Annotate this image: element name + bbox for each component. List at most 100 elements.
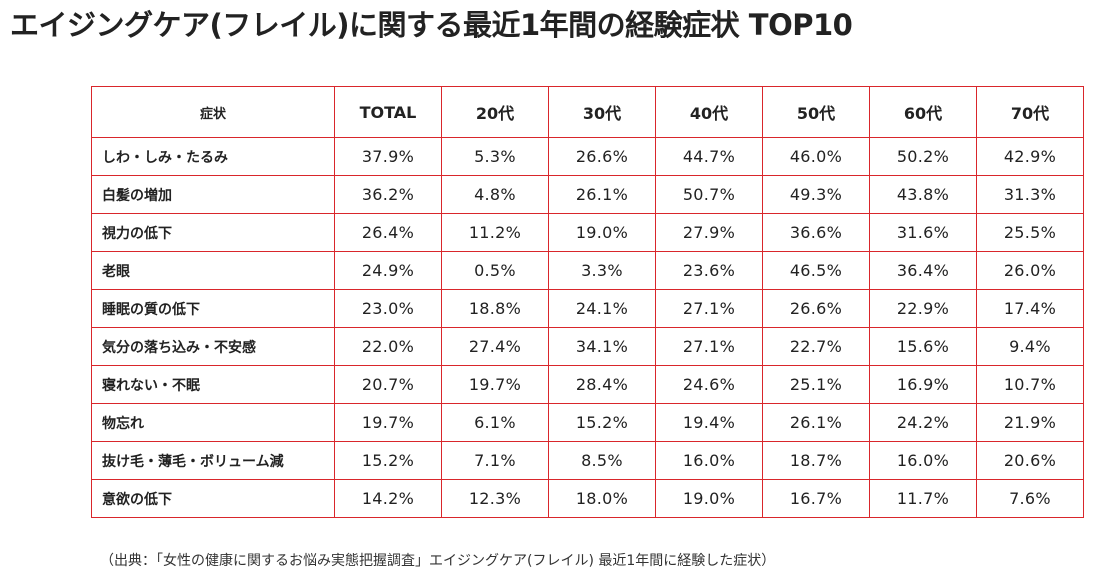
table-cell: 43.8% xyxy=(869,175,977,214)
table-cell: 25.5% xyxy=(976,213,1084,252)
table-body: しわ・しみ・たるみ 37.9% 5.3% 26.6% 44.7% 46.0% 50.2% 42… xyxy=(91,137,1084,518)
table-row: 睡眠の質の低下 23.0% 18.8% 24.1% 27.1% 26.6% 22.9% 17.… xyxy=(91,289,1084,328)
table-cell: 23.0% xyxy=(334,289,442,328)
row-label: 気分の落ち込み・不安感 xyxy=(91,327,335,366)
table-cell: 27.4% xyxy=(441,327,549,366)
table-cell: 23.6% xyxy=(655,251,763,290)
table-cell: 27.1% xyxy=(655,289,763,328)
row-label: 視力の低下 xyxy=(91,213,335,252)
column-header-60s: 60代 xyxy=(869,86,977,138)
table-cell: 22.9% xyxy=(869,289,977,328)
table-cell: 26.1% xyxy=(548,175,656,214)
row-label: 意欲の低下 xyxy=(91,479,335,518)
table-cell: 44.7% xyxy=(655,137,763,176)
table-cell: 11.7% xyxy=(869,479,977,518)
table-cell: 17.4% xyxy=(976,289,1084,328)
table-cell: 21.9% xyxy=(976,403,1084,442)
table-cell: 14.2% xyxy=(334,479,442,518)
table-cell: 36.6% xyxy=(762,213,870,252)
table-cell: 36.2% xyxy=(334,175,442,214)
row-label: しわ・しみ・たるみ xyxy=(91,137,335,176)
table-cell: 37.9% xyxy=(334,137,442,176)
table-cell: 9.4% xyxy=(976,327,1084,366)
table-cell: 16.0% xyxy=(655,441,763,480)
table-cell: 19.7% xyxy=(441,365,549,404)
table-cell: 8.5% xyxy=(548,441,656,480)
column-header-symptom: 症状 xyxy=(91,86,335,138)
table-cell: 24.1% xyxy=(548,289,656,328)
table-cell: 24.6% xyxy=(655,365,763,404)
table-cell: 0.5% xyxy=(441,251,549,290)
table-cell: 12.3% xyxy=(441,479,549,518)
table-cell: 36.4% xyxy=(869,251,977,290)
table-cell: 19.0% xyxy=(548,213,656,252)
table-cell: 24.9% xyxy=(334,251,442,290)
table-cell: 18.7% xyxy=(762,441,870,480)
table-row: 抜け毛・薄毛・ボリューム減 15.2% 7.1% 8.5% 16.0% 18.7% 16.0… xyxy=(91,441,1084,480)
table-cell: 46.5% xyxy=(762,251,870,290)
table-cell: 20.7% xyxy=(334,365,442,404)
table-cell: 42.9% xyxy=(976,137,1084,176)
table-cell: 3.3% xyxy=(548,251,656,290)
symptom-table-container: 症状 TOTAL 20代 30代 40代 50代 60代 70代 しわ・しみ・た… xyxy=(91,86,1084,523)
column-header-40s: 40代 xyxy=(655,86,763,138)
table-row: 視力の低下 26.4% 11.2% 19.0% 27.9% 36.6% 31.6% 25.5% xyxy=(91,213,1084,252)
table-cell: 11.2% xyxy=(441,213,549,252)
table-cell: 5.3% xyxy=(441,137,549,176)
table-cell: 24.2% xyxy=(869,403,977,442)
row-label: 寝れない・不眠 xyxy=(91,365,335,404)
table-cell: 25.1% xyxy=(762,365,870,404)
symptom-table: 症状 TOTAL 20代 30代 40代 50代 60代 70代 しわ・しみ・た… xyxy=(91,86,1084,518)
table-cell: 26.6% xyxy=(762,289,870,328)
table-cell: 19.4% xyxy=(655,403,763,442)
table-cell: 49.3% xyxy=(762,175,870,214)
row-label: 老眼 xyxy=(91,251,335,290)
table-cell: 16.0% xyxy=(869,441,977,480)
table-cell: 16.9% xyxy=(869,365,977,404)
table-cell: 27.1% xyxy=(655,327,763,366)
table-header-row: 症状 TOTAL 20代 30代 40代 50代 60代 70代 xyxy=(91,86,1084,138)
table-cell: 6.1% xyxy=(441,403,549,442)
table-cell: 50.7% xyxy=(655,175,763,214)
column-header-50s: 50代 xyxy=(762,86,870,138)
table-cell: 50.2% xyxy=(869,137,977,176)
table-cell: 28.4% xyxy=(548,365,656,404)
table-cell: 34.1% xyxy=(548,327,656,366)
table-cell: 22.7% xyxy=(762,327,870,366)
column-header-total: TOTAL xyxy=(334,86,442,138)
column-header-20s: 20代 xyxy=(441,86,549,138)
table-cell: 46.0% xyxy=(762,137,870,176)
row-label: 物忘れ xyxy=(91,403,335,442)
table-cell: 26.0% xyxy=(976,251,1084,290)
column-header-30s: 30代 xyxy=(548,86,656,138)
row-label: 白髪の増加 xyxy=(91,175,335,214)
table-cell: 31.3% xyxy=(976,175,1084,214)
table-cell: 4.8% xyxy=(441,175,549,214)
table-cell: 18.0% xyxy=(548,479,656,518)
table-cell: 16.7% xyxy=(762,479,870,518)
source-note: （出典：「女性の健康に関するお悩み実態把握調査」エイジングケア(フレイル) 最近… xyxy=(100,553,776,569)
row-label: 睡眠の質の低下 xyxy=(91,289,335,328)
table-cell: 15.2% xyxy=(334,441,442,480)
table-row: 白髪の増加 36.2% 4.8% 26.1% 50.7% 49.3% 43.8% 31.3% xyxy=(91,175,1084,214)
table-row: 寝れない・不眠 20.7% 19.7% 28.4% 24.6% 25.1% 16.9% 10.… xyxy=(91,365,1084,404)
table-cell: 19.7% xyxy=(334,403,442,442)
table-cell: 26.1% xyxy=(762,403,870,442)
row-label: 抜け毛・薄毛・ボリューム減 xyxy=(91,441,335,480)
table-cell: 26.6% xyxy=(548,137,656,176)
table-row: 老眼 24.9% 0.5% 3.3% 23.6% 46.5% 36.4% 26.0% xyxy=(91,251,1084,290)
table-cell: 15.6% xyxy=(869,327,977,366)
table-cell: 7.1% xyxy=(441,441,549,480)
table-cell: 26.4% xyxy=(334,213,442,252)
table-cell: 19.0% xyxy=(655,479,763,518)
table-cell: 7.6% xyxy=(976,479,1084,518)
table-row: 意欲の低下 14.2% 12.3% 18.0% 19.0% 16.7% 11.7% 7.6% xyxy=(91,479,1084,518)
page-title: エイジングケア(フレイル)に関する最近1年間の経験症状 TOP10 xyxy=(10,8,853,42)
table-cell: 22.0% xyxy=(334,327,442,366)
table-row: 物忘れ 19.7% 6.1% 15.2% 19.4% 26.1% 24.2% 21.9% xyxy=(91,403,1084,442)
table-row: 気分の落ち込み・不安感 22.0% 27.4% 34.1% 27.1% 22.7% 15.6… xyxy=(91,327,1084,366)
table-cell: 31.6% xyxy=(869,213,977,252)
table-row: しわ・しみ・たるみ 37.9% 5.3% 26.6% 44.7% 46.0% 50.2% 42… xyxy=(91,137,1084,176)
table-cell: 10.7% xyxy=(976,365,1084,404)
table-cell: 18.8% xyxy=(441,289,549,328)
